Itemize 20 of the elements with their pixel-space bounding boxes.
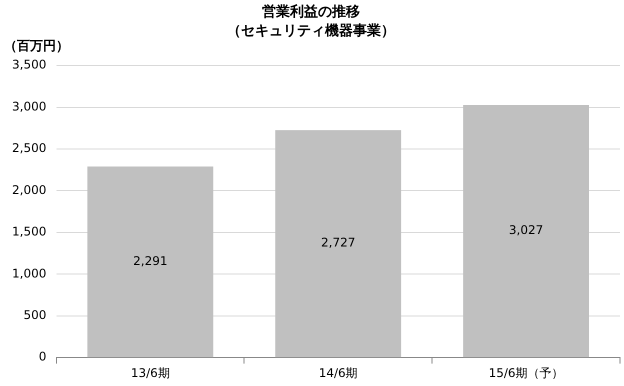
y-tick-label: 0 (38, 350, 46, 364)
y-tick-label: 3,500 (12, 58, 46, 72)
x-tick-label: 14/6期 (318, 366, 358, 380)
y-axis-title: （百万円） (4, 39, 69, 54)
bar (275, 130, 402, 358)
bar (87, 166, 214, 358)
bar (463, 105, 589, 358)
y-tick-label: 1,000 (12, 266, 46, 280)
x-tick-label: 15/6期（予） (488, 366, 564, 380)
y-tick-label: 2,000 (12, 182, 46, 197)
y-tick-label: 3,000 (12, 99, 46, 114)
y-tick-label: 1,500 (12, 224, 46, 239)
data-label: 2,727 (320, 236, 356, 250)
x-tick-label: 13/6期 (130, 366, 170, 380)
chart-subtitle: （セキュリティ機器事業） (227, 22, 395, 39)
y-tick-label: 500 (23, 308, 46, 322)
data-label: 3,027 (508, 223, 544, 238)
data-label: 2,291 (133, 254, 168, 268)
chart-title: 営業利益の推移 (262, 4, 360, 20)
y-tick-label: 2,500 (12, 141, 46, 156)
